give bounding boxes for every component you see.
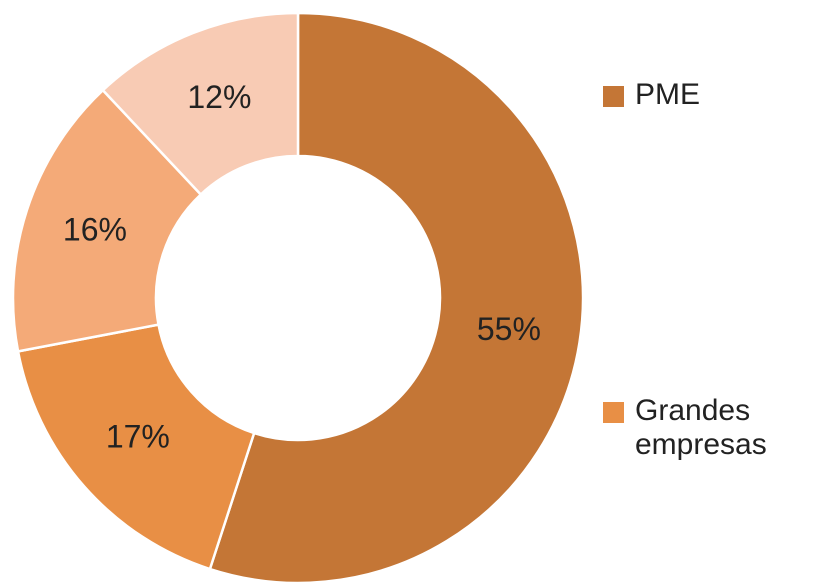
legend-entry: PME bbox=[603, 78, 810, 112]
data-label: 55% bbox=[477, 311, 541, 347]
legend-swatch bbox=[603, 402, 624, 423]
donut-slice bbox=[16, 323, 256, 571]
data-label: 12% bbox=[187, 79, 251, 115]
legend-label: PME bbox=[635, 78, 701, 111]
legend-swatch bbox=[603, 86, 624, 107]
data-label: 16% bbox=[63, 211, 127, 247]
donut-slice bbox=[11, 88, 203, 353]
data-label: 17% bbox=[106, 419, 170, 455]
legend-label: Grandes empresas bbox=[635, 394, 767, 461]
legend-entry: Grandes empresas bbox=[603, 394, 810, 462]
donut-slice bbox=[101, 11, 300, 197]
chart: 55% 17% 16% 12% bbox=[11, 11, 585, 582]
